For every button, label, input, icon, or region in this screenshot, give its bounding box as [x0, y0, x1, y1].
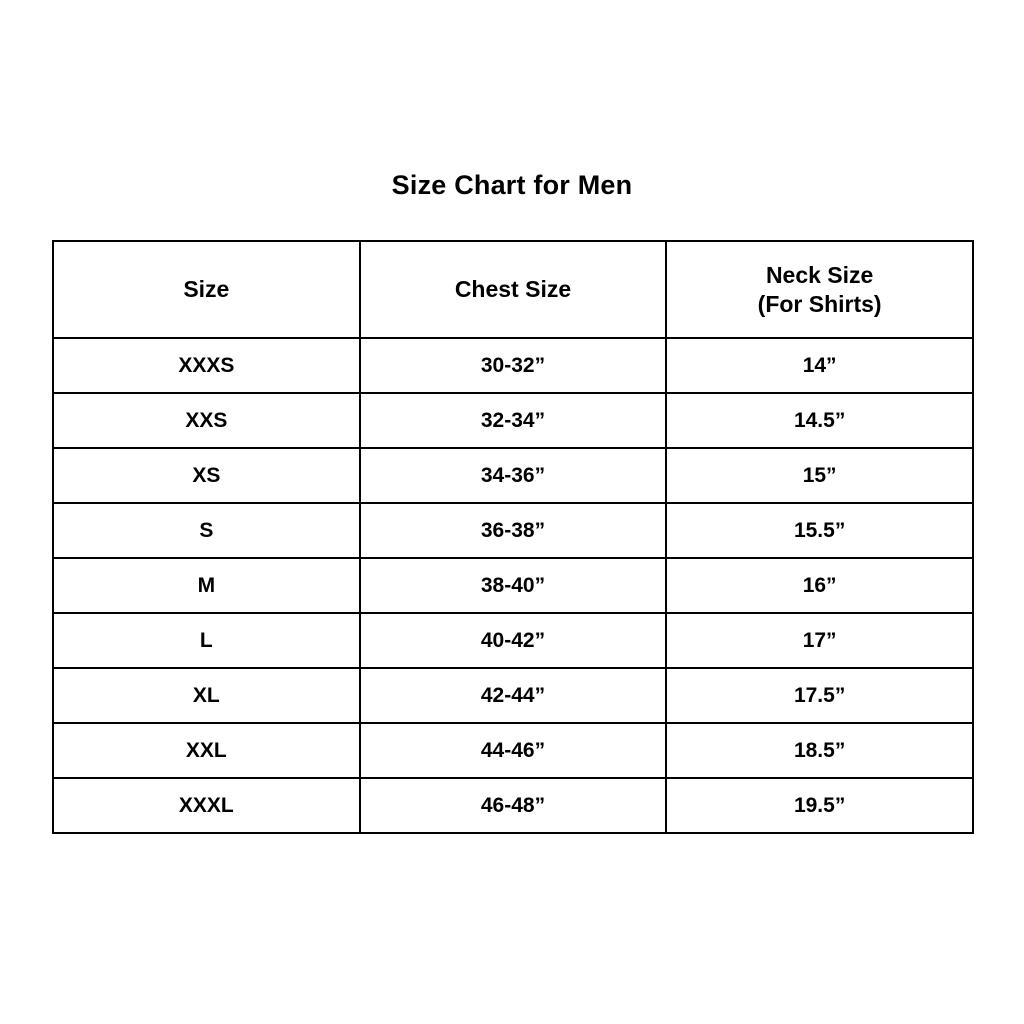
- cell-size: XS: [52, 447, 361, 504]
- cell-neck-size: 17.5”: [665, 667, 974, 724]
- table-row: XXL 44-46” 18.5”: [52, 722, 974, 779]
- table-row: XS 34-36” 15”: [52, 447, 974, 504]
- size-table-container: Size Chest Size Neck Size (For Shirts) X…: [52, 240, 974, 834]
- column-header-neck-size-line1: Neck Size: [765, 261, 874, 288]
- cell-neck-size: 16”: [665, 557, 974, 614]
- cell-size: XXXS: [52, 337, 361, 394]
- cell-neck-size: 15”: [665, 447, 974, 504]
- cell-chest-size: 32-34”: [358, 392, 668, 449]
- cell-size: XXS: [52, 392, 361, 449]
- cell-chest-size: 36-38”: [358, 502, 668, 559]
- table-row: XL 42-44” 17.5”: [52, 667, 974, 724]
- cell-size: XXXL: [52, 777, 361, 834]
- cell-chest-size: 30-32”: [358, 337, 668, 394]
- cell-size: XXL: [52, 722, 361, 779]
- column-header-neck-size: Neck Size (For Shirts): [665, 240, 974, 339]
- cell-neck-size: 14”: [665, 337, 974, 394]
- cell-chest-size: 34-36”: [358, 447, 668, 504]
- page-title: Size Chart for Men: [391, 170, 633, 200]
- cell-size: L: [52, 612, 361, 669]
- column-header-chest-size: Chest Size: [358, 240, 668, 339]
- table-header-row: Size Chest Size Neck Size (For Shirts): [52, 240, 974, 339]
- cell-neck-size: 14.5”: [665, 392, 974, 449]
- cell-chest-size: 44-46”: [358, 722, 668, 779]
- cell-neck-size: 19.5”: [665, 777, 974, 834]
- column-header-size: Size: [52, 240, 361, 339]
- table-body: XXXS 30-32” 14” XXS 32-34” 14.5” XS 34-3…: [52, 337, 974, 834]
- table-row: XXS 32-34” 14.5”: [52, 392, 974, 449]
- cell-size: XL: [52, 667, 361, 724]
- cell-neck-size: 18.5”: [665, 722, 974, 779]
- cell-neck-size: 15.5”: [665, 502, 974, 559]
- cell-chest-size: 46-48”: [358, 777, 668, 834]
- column-header-neck-size-line2: (For Shirts): [757, 290, 882, 317]
- table-row: L 40-42” 17”: [52, 612, 974, 669]
- cell-neck-size: 17”: [665, 612, 974, 669]
- cell-chest-size: 38-40”: [358, 557, 668, 614]
- size-chart-table: Size Chest Size Neck Size (For Shirts) X…: [52, 240, 974, 834]
- table-row: M 38-40” 16”: [52, 557, 974, 614]
- cell-chest-size: 40-42”: [358, 612, 668, 669]
- table-header: Size Chest Size Neck Size (For Shirts): [52, 240, 974, 339]
- table-row: XXXL 46-48” 19.5”: [52, 777, 974, 834]
- cell-size: M: [52, 557, 361, 614]
- table-row: S 36-38” 15.5”: [52, 502, 974, 559]
- cell-chest-size: 42-44”: [358, 667, 668, 724]
- cell-size: S: [52, 502, 361, 559]
- table-row: XXXS 30-32” 14”: [52, 337, 974, 394]
